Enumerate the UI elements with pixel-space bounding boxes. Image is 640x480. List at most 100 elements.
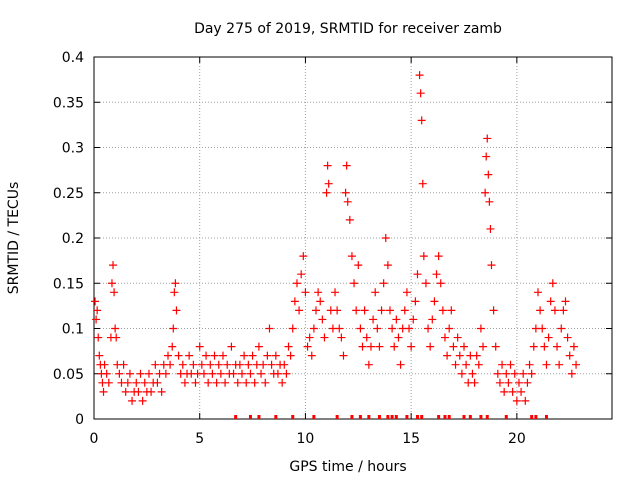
data-point <box>409 315 418 324</box>
data-point <box>240 351 249 360</box>
data-point <box>199 369 208 378</box>
axis-ticks: 0 0.05 0.1 0.15 0.2 0.25 0.3 0.35 0.4 0 5 10 15 20 <box>53 50 612 447</box>
data-point <box>104 378 113 387</box>
data-point <box>303 342 312 351</box>
data-point <box>227 342 236 351</box>
data-point <box>485 197 494 206</box>
data-point <box>331 288 340 297</box>
data-point <box>221 378 230 387</box>
data-point <box>202 351 211 360</box>
data-point <box>161 369 170 378</box>
data-point <box>491 342 500 351</box>
data-point <box>449 342 458 351</box>
chart-title: Day 275 of 2019, SRMTID for receiver zam… <box>194 21 502 37</box>
data-point <box>572 360 581 369</box>
data-point <box>557 324 566 333</box>
data-point <box>375 342 384 351</box>
data-point <box>111 324 120 333</box>
data-point <box>371 288 380 297</box>
x-axis-label: GPS time / hours <box>289 459 406 475</box>
data-point <box>94 333 103 342</box>
data-point <box>484 170 493 179</box>
zero-point <box>386 415 390 419</box>
data-point <box>502 369 511 378</box>
data-point <box>136 369 145 378</box>
data-point <box>428 315 437 324</box>
data-point <box>383 261 392 270</box>
zero-point <box>291 415 295 419</box>
data-point <box>345 215 354 224</box>
data-point <box>379 279 388 288</box>
zero-point <box>350 415 354 419</box>
zero-point <box>358 415 362 419</box>
data-points <box>91 71 581 419</box>
zero-point <box>530 415 534 419</box>
data-point <box>290 297 299 306</box>
data-point <box>323 161 332 170</box>
data-point <box>95 351 104 360</box>
data-point <box>123 378 132 387</box>
data-point <box>257 369 266 378</box>
data-point <box>476 324 485 333</box>
data-point <box>405 324 414 333</box>
data-point <box>119 360 128 369</box>
data-point <box>443 351 452 360</box>
data-point <box>436 279 445 288</box>
data-point <box>495 378 504 387</box>
data-point <box>483 134 492 143</box>
data-point <box>115 369 124 378</box>
data-point <box>229 369 238 378</box>
data-point <box>242 378 251 387</box>
data-point <box>402 288 411 297</box>
data-point <box>250 378 259 387</box>
data-point <box>426 342 435 351</box>
data-point <box>206 360 215 369</box>
data-point <box>292 279 301 288</box>
zero-point <box>479 415 483 419</box>
data-point <box>185 351 194 360</box>
zero-point <box>257 415 261 419</box>
data-point <box>481 188 490 197</box>
data-point <box>178 360 187 369</box>
data-point <box>474 360 483 369</box>
data-point <box>301 288 310 297</box>
data-point <box>413 270 422 279</box>
data-point <box>354 261 363 270</box>
data-point <box>440 333 449 342</box>
data-point <box>168 342 177 351</box>
data-point <box>93 306 102 315</box>
data-point <box>565 351 574 360</box>
data-point <box>284 342 293 351</box>
data-point <box>563 333 572 342</box>
x-tick-label: 20 <box>508 431 526 447</box>
data-point <box>479 342 488 351</box>
data-point <box>305 333 314 342</box>
data-point <box>343 197 352 206</box>
data-point <box>267 360 276 369</box>
data-point <box>214 360 223 369</box>
data-point <box>470 378 479 387</box>
data-point <box>195 342 204 351</box>
y-tick-label: 0.2 <box>62 231 84 247</box>
data-point <box>457 369 466 378</box>
y-tick-label: 0.1 <box>62 322 84 338</box>
data-point <box>561 297 570 306</box>
data-point <box>430 297 439 306</box>
data-point <box>362 333 371 342</box>
data-point <box>261 378 270 387</box>
x-tick-label: 0 <box>90 431 99 447</box>
data-point <box>91 297 100 306</box>
data-point <box>263 351 272 360</box>
data-point <box>388 324 397 333</box>
data-point <box>164 351 172 360</box>
data-point <box>421 279 430 288</box>
data-point <box>322 188 331 197</box>
data-point <box>521 396 530 405</box>
data-point <box>559 306 568 315</box>
x-tick-label: 5 <box>195 431 204 447</box>
data-point <box>223 360 232 369</box>
zero-point <box>485 415 489 419</box>
zero-point <box>443 415 447 419</box>
data-point <box>347 252 356 261</box>
